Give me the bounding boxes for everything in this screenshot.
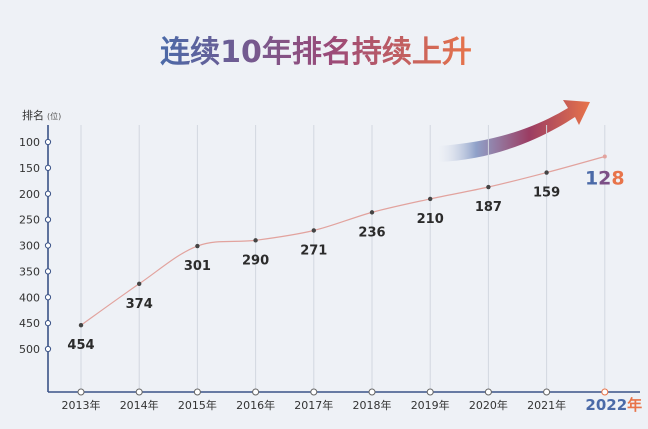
x-tick-label: 2018年 bbox=[353, 398, 392, 412]
x-tick-label: 2022年 bbox=[585, 396, 642, 414]
y-tick-label: 200 bbox=[19, 188, 40, 201]
x-tick-marker bbox=[543, 388, 551, 396]
x-tick-label: 2021年 bbox=[527, 398, 566, 412]
x-tick-marker bbox=[252, 388, 260, 396]
data-label: 159 bbox=[533, 186, 560, 201]
x-tick-marker bbox=[193, 388, 201, 396]
y-tick-label: 150 bbox=[19, 162, 40, 175]
y-tick-marker bbox=[44, 242, 52, 249]
data-label: 236 bbox=[358, 225, 385, 240]
series-line bbox=[80, 155, 605, 326]
data-point bbox=[195, 243, 200, 249]
data-point bbox=[253, 238, 258, 243]
y-tick-label: 300 bbox=[19, 240, 40, 253]
y-axis-label: 排名 bbox=[22, 108, 44, 122]
data-label: 374 bbox=[126, 297, 153, 312]
y-tick-label: 500 bbox=[19, 343, 40, 356]
data-label: 301 bbox=[184, 259, 211, 274]
y-tick-label: 450 bbox=[19, 317, 40, 330]
y-axis-title: 排名 (位) bbox=[22, 108, 61, 122]
trend-arrow bbox=[438, 100, 590, 162]
y-tick-marker bbox=[44, 345, 52, 353]
data-label: 210 bbox=[417, 212, 444, 227]
y-tick-label: 100 bbox=[19, 136, 40, 149]
data-point bbox=[602, 154, 607, 159]
y-axis-unit: (位) bbox=[47, 111, 61, 121]
x-tick-label: 2014年 bbox=[120, 398, 159, 412]
data-point bbox=[311, 228, 316, 233]
x-tick-marker bbox=[484, 388, 492, 396]
y-tick-marker bbox=[44, 216, 52, 223]
data-label: 271 bbox=[300, 243, 327, 258]
y-tick-label: 400 bbox=[19, 291, 40, 304]
y-tick-marker bbox=[44, 268, 52, 275]
data-label: 290 bbox=[242, 253, 269, 268]
x-tick-label: 2015年 bbox=[178, 398, 217, 412]
y-tick-label: 350 bbox=[19, 265, 40, 278]
y-tick-marker bbox=[44, 190, 52, 197]
x-tick-label: 2020年 bbox=[469, 398, 508, 412]
x-tick-marker bbox=[601, 388, 609, 396]
x-tick-marker bbox=[426, 388, 434, 396]
data-label: 454 bbox=[67, 338, 94, 353]
y-tick-marker bbox=[44, 294, 52, 301]
data-point bbox=[78, 322, 84, 328]
x-tick-marker bbox=[368, 388, 376, 396]
data-label: 187 bbox=[475, 200, 502, 215]
data-point bbox=[428, 196, 433, 202]
data-point bbox=[544, 170, 549, 175]
chart-title: 连续10年排名持续上升 bbox=[160, 35, 472, 70]
x-tick-label: 2017年 bbox=[294, 398, 333, 412]
y-tick-marker bbox=[44, 164, 52, 171]
x-tick-label: 2013年 bbox=[62, 398, 101, 412]
y-tick-label: 250 bbox=[19, 214, 40, 227]
x-tick-marker bbox=[135, 388, 143, 396]
data-label: 128 bbox=[585, 167, 625, 189]
data-point bbox=[137, 281, 142, 286]
x-tick-marker bbox=[77, 388, 85, 396]
data-point bbox=[486, 184, 491, 190]
x-tick-label: 2019年 bbox=[411, 398, 450, 412]
data-point bbox=[369, 210, 375, 215]
x-tick-marker bbox=[310, 388, 318, 396]
y-tick-marker bbox=[44, 320, 52, 327]
y-tick-marker bbox=[44, 138, 52, 146]
x-tick-label: 2016年 bbox=[236, 398, 275, 412]
